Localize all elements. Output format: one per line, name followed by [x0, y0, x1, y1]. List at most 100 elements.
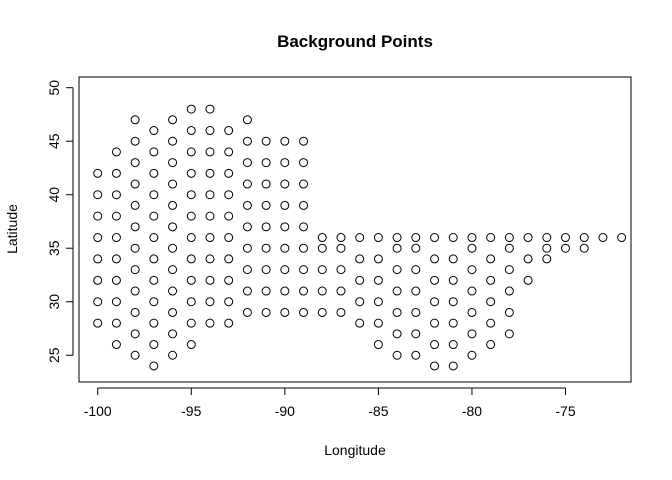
data-point: [486, 318, 496, 328]
data-point: [392, 286, 402, 296]
data-point: [205, 297, 215, 307]
data-point: [280, 286, 290, 296]
data-point: [111, 318, 121, 328]
data-point: [579, 233, 589, 243]
data-point: [467, 233, 477, 243]
data-point: [186, 126, 196, 136]
data-point: [486, 297, 496, 307]
data-point: [299, 136, 309, 146]
data-point: [149, 126, 159, 136]
data-point: [242, 222, 252, 232]
data-point: [542, 233, 552, 243]
data-point: [598, 233, 608, 243]
data-point: [299, 286, 309, 296]
data-point: [149, 233, 159, 243]
data-point: [93, 211, 103, 221]
data-point: [411, 329, 421, 339]
x-tick-label: -80: [462, 403, 482, 419]
data-point: [242, 243, 252, 253]
data-point: [504, 233, 514, 243]
data-point: [261, 222, 271, 232]
data-point: [430, 275, 440, 285]
data-point: [467, 350, 477, 360]
data-point: [504, 329, 514, 339]
data-point: [149, 147, 159, 157]
data-point: [130, 307, 140, 317]
data-point: [280, 243, 290, 253]
x-tick-label: -90: [275, 403, 295, 419]
data-point: [261, 200, 271, 210]
data-point: [448, 340, 458, 350]
data-point: [186, 340, 196, 350]
data-point: [224, 190, 234, 200]
data-point: [242, 179, 252, 189]
data-point: [373, 275, 383, 285]
data-point: [130, 179, 140, 189]
data-point: [317, 243, 327, 253]
data-point: [186, 190, 196, 200]
data-point: [280, 158, 290, 168]
data-point: [205, 254, 215, 264]
data-point: [186, 147, 196, 157]
data-point: [448, 254, 458, 264]
data-point: [355, 297, 365, 307]
data-point: [448, 361, 458, 371]
data-point: [205, 168, 215, 178]
data-point: [430, 254, 440, 264]
data-point: [336, 233, 346, 243]
data-point: [111, 168, 121, 178]
x-axis-label: Longitude: [324, 442, 386, 458]
data-point: [448, 275, 458, 285]
data-point: [467, 329, 477, 339]
data-point: [224, 318, 234, 328]
data-point: [205, 190, 215, 200]
data-point: [168, 243, 178, 253]
data-point: [168, 136, 178, 146]
data-point: [168, 200, 178, 210]
data-point: [205, 233, 215, 243]
data-point: [168, 158, 178, 168]
data-point: [111, 340, 121, 350]
data-point: [336, 307, 346, 317]
data-point: [523, 275, 533, 285]
data-point: [579, 243, 589, 253]
data-point: [93, 233, 103, 243]
data-point: [392, 307, 402, 317]
data-point: [392, 243, 402, 253]
y-tick-label: 50: [46, 80, 62, 96]
data-point: [504, 307, 514, 317]
data-point: [224, 126, 234, 136]
y-axis-label: Latitude: [4, 204, 20, 254]
data-point: [467, 243, 477, 253]
data-point: [149, 254, 159, 264]
data-point: [130, 200, 140, 210]
data-point: [411, 286, 421, 296]
data-point: [149, 340, 159, 350]
data-point: [224, 168, 234, 178]
data-point: [261, 179, 271, 189]
data-point: [504, 243, 514, 253]
data-point: [336, 286, 346, 296]
data-point: [168, 115, 178, 125]
data-point: [317, 233, 327, 243]
data-point: [280, 179, 290, 189]
data-point: [168, 329, 178, 339]
data-point: [111, 254, 121, 264]
data-point: [411, 350, 421, 360]
data-point: [430, 318, 440, 328]
data-point: [486, 275, 496, 285]
data-point: [467, 265, 477, 275]
data-point: [130, 329, 140, 339]
y-axis: 25 30 35 40 45 50: [46, 80, 74, 363]
data-point: [523, 254, 533, 264]
x-tick-label: -85: [368, 403, 388, 419]
data-point: [186, 211, 196, 221]
data-point: [448, 297, 458, 307]
data-point: [130, 115, 140, 125]
data-point: [299, 265, 309, 275]
data-point: [149, 168, 159, 178]
data-point: [242, 136, 252, 146]
data-point: [205, 275, 215, 285]
y-tick-label: 30: [46, 294, 62, 310]
data-point: [205, 211, 215, 221]
